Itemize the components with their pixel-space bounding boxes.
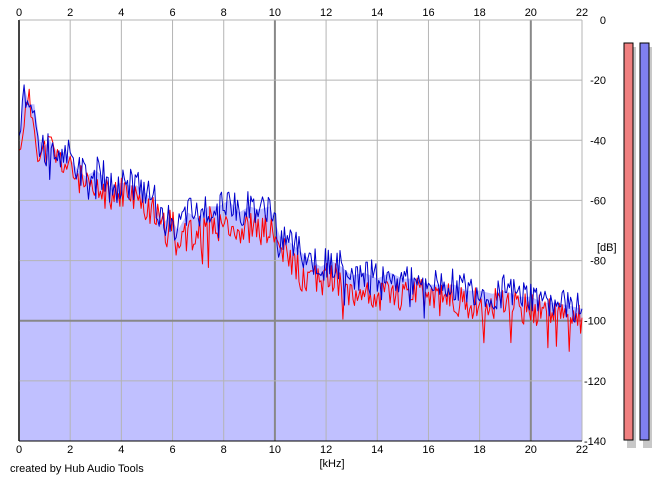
y-tick-label: -140 — [584, 436, 606, 448]
x-tick-label-bottom: 6 — [169, 444, 175, 456]
x-tick-label-top: 0 — [16, 7, 22, 19]
y-tick-label: -100 — [584, 316, 606, 328]
y-tick-label: -120 — [584, 376, 606, 388]
x-tick-label-bottom: 22 — [576, 444, 588, 456]
x-tick-label-top: 4 — [118, 7, 124, 19]
x-tick-label-top: 8 — [221, 7, 227, 19]
x-tick-label-bottom: 18 — [474, 444, 486, 456]
x-tick-label-bottom: 20 — [525, 444, 537, 456]
x-tick-label-top: 22 — [576, 7, 588, 19]
x-tick-label-bottom: 10 — [269, 444, 281, 456]
credit-text: created by Hub Audio Tools — [10, 463, 144, 475]
x-tick-label-top: 20 — [525, 7, 537, 19]
x-tick-label-top: 2 — [67, 7, 73, 19]
x-tick-label-top: 12 — [320, 7, 332, 19]
x-tick-label-bottom: 16 — [422, 444, 434, 456]
y-tick-label: -20 — [590, 75, 606, 87]
y-tick-label: -80 — [590, 256, 606, 268]
left-level-meter — [623, 42, 634, 441]
series-line — [18, 84, 583, 323]
x-tick-label-bottom: 14 — [371, 444, 383, 456]
x-axis-label: [kHz] — [319, 458, 344, 470]
x-tick-label-bottom: 12 — [320, 444, 332, 456]
x-tick-label-top: 16 — [422, 7, 434, 19]
x-tick-label-top: 18 — [474, 7, 486, 19]
y-tick-label: -60 — [590, 195, 606, 207]
y-tick-label: 0 — [600, 15, 606, 27]
x-tick-label-top: 6 — [169, 7, 175, 19]
x-tick-label-bottom: 0 — [16, 444, 22, 456]
x-tick-label-bottom: 2 — [67, 444, 73, 456]
x-tick-label-bottom: 4 — [118, 444, 124, 456]
y-axis-label: [dB] — [597, 242, 617, 254]
x-tick-label-top: 14 — [371, 7, 383, 19]
x-tick-label-bottom: 8 — [221, 444, 227, 456]
right-level-meter — [639, 42, 650, 441]
y-tick-label: -40 — [590, 135, 606, 147]
spectrum-fill-area — [19, 86, 582, 441]
x-tick-label-top: 10 — [269, 7, 281, 19]
